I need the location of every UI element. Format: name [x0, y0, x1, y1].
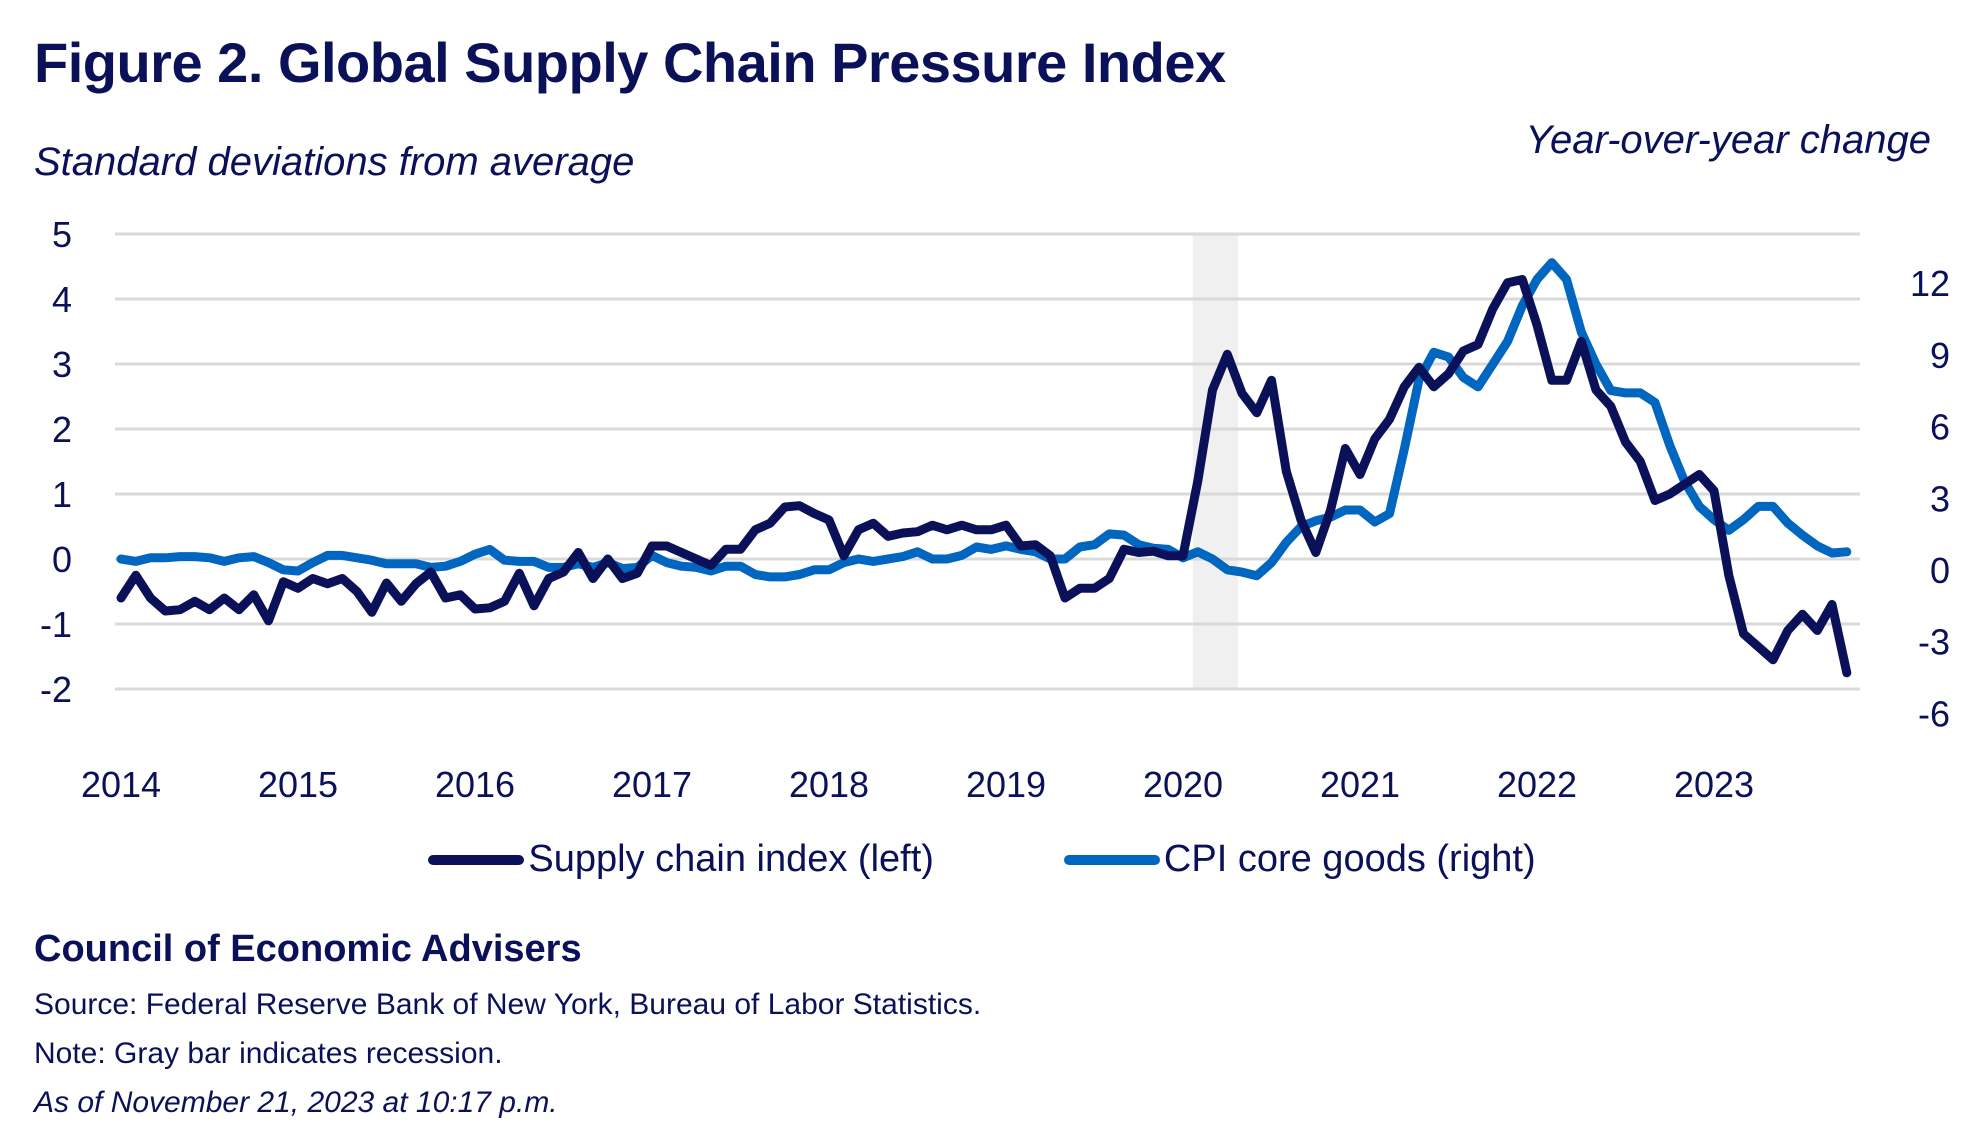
as-of-timestamp: As of November 21, 2023 at 10:17 p.m. — [34, 1086, 558, 1119]
x-tick-label: 2020 — [1143, 764, 1223, 805]
x-tick-label: 2015 — [258, 764, 338, 805]
x-tick-label: 2023 — [1674, 764, 1754, 805]
gridlines — [115, 232, 1860, 691]
x-tick-label: 2014 — [81, 764, 161, 805]
right-tick-label: -3 — [1918, 622, 1950, 663]
x-tick-label: 2018 — [789, 764, 869, 805]
x-axis-ticks: 2014 2015 2016 2017 2018 2019 2020 2021 2022 2023 — [81, 764, 1754, 805]
right-tick-label: 0 — [1930, 550, 1950, 591]
legend-item-cpi: CPI core goods (right) — [1063, 838, 1536, 881]
legend-item-supply-chain: Supply chain index (left) — [428, 838, 934, 881]
x-tick-label: 2022 — [1497, 764, 1577, 805]
x-tick-label: 2017 — [612, 764, 692, 805]
right-axis-label: Year-over-year change — [1525, 118, 1931, 162]
recession-note: Note: Gray bar indicates recession. — [34, 1037, 503, 1070]
right-tick-label: 6 — [1930, 407, 1950, 448]
series-layer — [116, 258, 1852, 678]
x-tick-label: 2016 — [435, 764, 515, 805]
legend-swatch-supply-chain — [428, 854, 525, 865]
left-tick-label: 2 — [52, 409, 72, 450]
left-axis-label: Standard deviations from average — [34, 140, 635, 184]
left-tick-label: 0 — [52, 539, 72, 580]
source-note: Source: Federal Reserve Bank of New York… — [34, 988, 982, 1021]
left-tick-label: 3 — [52, 344, 72, 385]
cpi-core-goods-line — [116, 258, 1852, 582]
legend: Supply chain index (left) CPI core goods… — [0, 838, 1964, 881]
legend-label-cpi: CPI core goods (right) — [1163, 838, 1536, 880]
left-tick-label: 4 — [52, 279, 72, 320]
x-tick-label: 2021 — [1320, 764, 1400, 805]
legend-label-supply-chain: Supply chain index (left) — [528, 838, 934, 880]
organization-name: Council of Economic Advisers — [34, 928, 582, 970]
right-tick-label: 3 — [1930, 478, 1950, 519]
left-tick-label: -1 — [40, 604, 72, 645]
right-tick-label: -6 — [1918, 693, 1950, 734]
x-tick-label: 2019 — [966, 764, 1046, 805]
chart-title: Figure 2. Global Supply Chain Pressure I… — [34, 31, 1226, 94]
legend-swatch-cpi — [1063, 854, 1160, 865]
right-tick-label: 12 — [1910, 263, 1950, 304]
supply-chain-index-line — [116, 275, 1852, 678]
left-tick-label: 5 — [52, 214, 72, 255]
right-tick-label: 9 — [1930, 335, 1950, 376]
right-axis-ticks: 12 9 6 3 0 -3 -6 — [1910, 263, 1950, 734]
left-tick-label: 1 — [52, 474, 72, 515]
left-axis-ticks: 5 4 3 2 1 0 -1 -2 — [40, 214, 72, 710]
left-tick-label: -2 — [40, 669, 72, 710]
